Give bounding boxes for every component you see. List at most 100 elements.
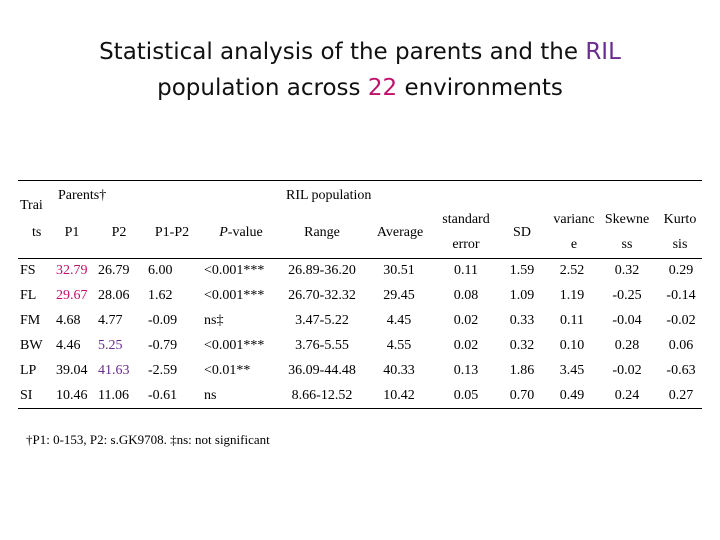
- header-p1-p2: P1-P2: [154, 225, 190, 240]
- header-p-value-italic: P: [219, 225, 228, 240]
- header-range: Range: [304, 225, 340, 240]
- cell-p1p2: -0.79: [148, 338, 178, 353]
- cell-se: 0.02: [453, 313, 479, 328]
- cell-p1: 4.68: [56, 313, 81, 328]
- cell-sd: 1.59: [509, 263, 535, 278]
- table-header-rule: [18, 258, 702, 259]
- parents-group-header: Parents†: [58, 188, 107, 203]
- cell-trait: FM: [20, 313, 41, 328]
- cell-trait: FL: [20, 288, 37, 303]
- cell-p1p2: 6.00: [148, 263, 173, 278]
- cell-skewness: 0.32: [614, 263, 640, 278]
- cell-p1: 39.04: [56, 363, 88, 378]
- slide-title: Statistical analysis of the parents and …: [0, 34, 720, 106]
- cell-sd: 1.09: [509, 288, 535, 303]
- cell-pvalue: <0.001***: [204, 288, 265, 303]
- cell-kurtosis: -0.02: [666, 313, 696, 328]
- title-line-2: population across 22 environments: [0, 70, 720, 106]
- cell-average: 4.45: [386, 313, 412, 328]
- title-line-2-post: environments: [404, 75, 563, 101]
- cell-pvalue: ns: [204, 388, 217, 403]
- cell-p2: 26.79: [98, 263, 130, 278]
- table-top-rule: [18, 180, 702, 181]
- cell-p2: 28.06: [98, 288, 130, 303]
- header-average: Average: [376, 225, 424, 240]
- header-p-value-rest: -value: [227, 225, 263, 240]
- cell-variance: 2.52: [559, 263, 585, 278]
- header-skewness-top: Skewne: [604, 212, 650, 227]
- header-kurtosis-bottom: sis: [672, 237, 688, 252]
- title-highlight-22: 22: [367, 75, 398, 101]
- cell-se: 0.05: [453, 388, 479, 403]
- cell-sd: 0.33: [509, 313, 535, 328]
- cell-average: 30.51: [383, 263, 415, 278]
- cell-sd: 1.86: [509, 363, 535, 378]
- footnote: †P1: 0-153, P2: s.GK9708. ‡ns: not signi…: [26, 432, 270, 447]
- cell-trait: BW: [20, 338, 43, 353]
- cell-average: 10.42: [383, 388, 415, 403]
- cell-pvalue: ns‡: [204, 313, 224, 328]
- cell-p1: 10.46: [56, 388, 88, 403]
- cell-trait: SI: [20, 388, 33, 403]
- cell-average: 40.33: [383, 363, 415, 378]
- cell-range: 26.70-32.32: [288, 288, 356, 303]
- cell-p1p2: 1.62: [148, 288, 173, 303]
- cell-skewness: 0.28: [614, 338, 640, 353]
- title-line-1: Statistical analysis of the parents and …: [0, 34, 720, 70]
- cell-p2: 41.63: [98, 363, 130, 378]
- cell-trait: FS: [20, 263, 36, 278]
- cell-p2: 11.06: [98, 388, 129, 403]
- header-se-bottom: error: [452, 237, 480, 252]
- cell-skewness: 0.24: [614, 388, 640, 403]
- cell-kurtosis: -0.14: [666, 288, 696, 303]
- header-variance-bottom: e: [570, 237, 578, 252]
- cell-range: 8.66-12.52: [291, 388, 353, 403]
- cell-kurtosis: -0.63: [666, 363, 696, 378]
- header-p1: P1: [64, 225, 80, 240]
- cell-p2: 5.25: [98, 338, 123, 353]
- cell-se: 0.11: [454, 263, 478, 278]
- title-line-1-text: Statistical analysis of the parents and …: [99, 39, 579, 65]
- header-p-value: P-value: [219, 225, 263, 241]
- cell-range: 26.89-36.20: [288, 263, 356, 278]
- header-kurtosis-top: Kurto: [663, 212, 697, 227]
- header-traits-bottom: ts: [32, 225, 42, 240]
- cell-average: 4.55: [386, 338, 412, 353]
- cell-p1: 4.46: [56, 338, 81, 353]
- header-variance-top: varianc: [553, 212, 595, 227]
- cell-sd: 0.70: [509, 388, 535, 403]
- header-sd: SD: [513, 225, 531, 240]
- cell-kurtosis: 0.27: [668, 388, 694, 403]
- cell-se: 0.13: [453, 363, 479, 378]
- cell-kurtosis: 0.29: [668, 263, 694, 278]
- cell-range: 36.09-44.48: [288, 363, 356, 378]
- cell-trait: LP: [20, 363, 37, 378]
- cell-p1: 32.79: [56, 263, 88, 278]
- cell-variance: 1.19: [559, 288, 585, 303]
- cell-skewness: -0.25: [612, 288, 642, 303]
- cell-sd: 0.32: [509, 338, 535, 353]
- cell-se: 0.08: [453, 288, 479, 303]
- header-traits-top: Trai: [20, 198, 43, 213]
- cell-skewness: -0.04: [612, 313, 642, 328]
- cell-se: 0.02: [453, 338, 479, 353]
- cell-p1: 29.67: [56, 288, 88, 303]
- cell-p2: 4.77: [98, 313, 123, 328]
- cell-variance: 0.11: [560, 313, 584, 328]
- table-bottom-rule: [18, 408, 702, 409]
- cell-p1p2: -2.59: [148, 363, 178, 378]
- title-highlight-ril: RIL: [585, 39, 621, 65]
- cell-range: 3.47-5.22: [295, 313, 349, 328]
- cell-range: 3.76-5.55: [295, 338, 349, 353]
- cell-p1p2: -0.61: [148, 388, 178, 403]
- cell-pvalue: <0.01**: [204, 363, 251, 378]
- header-p2: P2: [111, 225, 127, 240]
- cell-average: 29.45: [383, 288, 415, 303]
- cell-variance: 0.49: [559, 388, 585, 403]
- cell-variance: 0.10: [559, 338, 585, 353]
- cell-kurtosis: 0.06: [668, 338, 694, 353]
- cell-pvalue: <0.001***: [204, 263, 265, 278]
- cell-skewness: -0.02: [612, 363, 642, 378]
- ril-group-header: RIL population: [286, 188, 372, 203]
- header-skewness-bottom: ss: [621, 237, 633, 252]
